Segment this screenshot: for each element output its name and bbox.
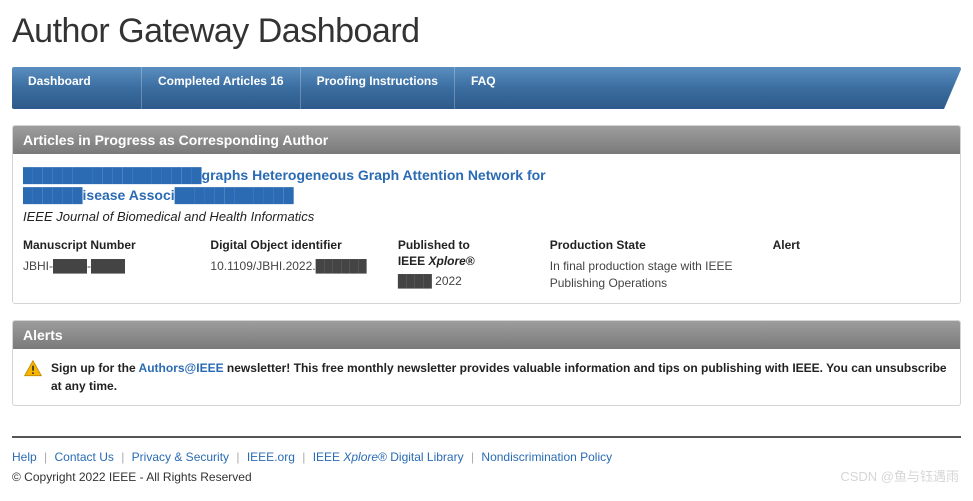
alerts-panel-header: Alerts: [13, 321, 960, 349]
article-title-link[interactable]: ██████████████████graphs Heterogeneous G…: [23, 166, 950, 205]
footer-link-xplore[interactable]: IEEE Xplore® Digital Library: [313, 450, 464, 464]
tab-dashboard[interactable]: Dashboard: [12, 67, 142, 109]
col-production-state: Production State In final production sta…: [550, 238, 763, 291]
footer-link-contact[interactable]: Contact Us: [55, 450, 114, 464]
tab-proofing-instructions[interactable]: Proofing Instructions: [301, 67, 455, 109]
footer-sep: |: [121, 450, 124, 464]
copyright-text: © Copyright 2022 IEEE - All Rights Reser…: [12, 470, 252, 484]
published-value: ████ 2022: [398, 273, 540, 290]
tab-completed-articles[interactable]: Completed Articles 16: [142, 67, 301, 109]
footer-link-nondiscrimination[interactable]: Nondiscrimination Policy: [481, 450, 612, 464]
warning-icon: [23, 359, 43, 379]
doi-value: 10.1109/JBHI.2022.██████: [210, 258, 387, 275]
production-state-value: In final production stage with IEEE Publ…: [550, 258, 763, 292]
col-doi: Digital Object identifier 10.1109/JBHI.2…: [210, 238, 387, 291]
published-label-1: Published to: [398, 238, 470, 252]
manuscript-number-value: JBHI-████-████: [23, 258, 200, 275]
alert-message: Sign up for the Authors@IEEE newsletter!…: [51, 359, 950, 395]
col-manuscript: Manuscript Number JBHI-████-████: [23, 238, 200, 291]
alert-label: Alert: [773, 238, 950, 254]
article-details-row: Manuscript Number JBHI-████-████ Digital…: [23, 238, 950, 291]
authors-ieee-link[interactable]: Authors@IEEE: [139, 361, 224, 375]
article-title-line2: ██████isease Associ████████████: [23, 187, 294, 203]
footer-link-ieee[interactable]: IEEE.org: [247, 450, 295, 464]
xplore-post: ® Digital Library: [378, 450, 464, 464]
footer-sep: |: [302, 450, 305, 464]
articles-panel-header: Articles in Progress as Corresponding Au…: [13, 126, 960, 154]
footer: Help | Contact Us | Privacy & Security |…: [0, 444, 973, 500]
footer-divider: [12, 436, 961, 438]
doi-label: Digital Object identifier: [210, 238, 387, 254]
footer-link-privacy[interactable]: Privacy & Security: [132, 450, 229, 464]
xplore-em: Xplore: [343, 450, 378, 464]
alert-text-before: Sign up for the: [51, 361, 139, 375]
footer-link-help[interactable]: Help: [12, 450, 37, 464]
production-state-label: Production State: [550, 238, 763, 254]
alerts-panel: Alerts Sign up for the Authors@IEEE news…: [12, 320, 961, 406]
xplore-pre: IEEE: [313, 450, 344, 464]
tab-faq[interactable]: FAQ: [455, 67, 585, 109]
published-label-2: IEEE Xplore®: [398, 254, 475, 268]
footer-sep: |: [236, 450, 239, 464]
journal-name: IEEE Journal of Biomedical and Health In…: [23, 209, 950, 224]
col-alert: Alert: [773, 238, 950, 291]
footer-sep: |: [471, 450, 474, 464]
articles-in-progress-panel: Articles in Progress as Corresponding Au…: [12, 125, 961, 304]
tab-bar: Dashboard Completed Articles 16 Proofing…: [12, 67, 961, 109]
footer-sep: |: [44, 450, 47, 464]
page-title: Author Gateway Dashboard: [12, 12, 961, 51]
article-title-line1: ██████████████████graphs Heterogeneous G…: [23, 167, 546, 183]
published-label: Published to IEEE Xplore®: [398, 238, 540, 269]
manuscript-number-label: Manuscript Number: [23, 238, 200, 254]
col-published: Published to IEEE Xplore® ████ 2022: [398, 238, 540, 291]
